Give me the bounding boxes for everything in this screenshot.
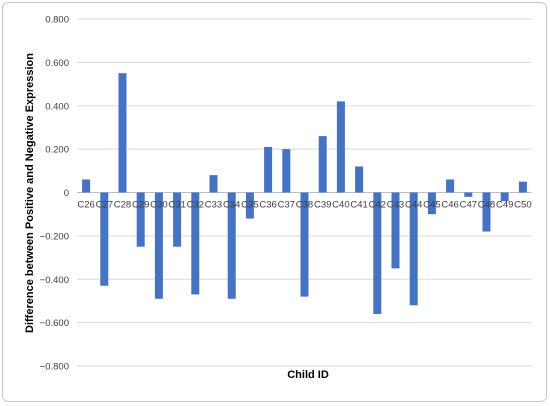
x-tick-label: C46 [441, 200, 458, 211]
y-tick-label: 0.800 [45, 15, 69, 26]
bar-c29 [136, 192, 145, 247]
x-tick-labels: C26 C27 C28 C29 C30 C31 C32 C33 C34 C35 C36 C37 C38 C… [77, 200, 531, 211]
bar-c32 [191, 192, 200, 295]
bar-c42 [373, 192, 382, 314]
bar-c46 [446, 179, 455, 193]
bar-c28 [118, 73, 127, 193]
y-tick-label: 0.200 [45, 145, 69, 156]
bar-c26 [82, 179, 91, 193]
bar-c49 [500, 192, 509, 202]
bar-c38 [300, 192, 309, 297]
y-tick-labels: −0.800 −0.600 −0.400 −0.200 0 0.200 0.400 0.600… [40, 15, 69, 373]
y-tick-label: −0.600 [40, 318, 69, 329]
bar-c48 [482, 192, 491, 232]
x-tick-label: C44 [405, 200, 422, 211]
y-tick-label: 0 [64, 188, 69, 199]
bar-c35 [245, 192, 254, 219]
x-tick-label: C39 [314, 200, 331, 211]
x-tick-label: C36 [259, 200, 276, 211]
x-axis-title: Child ID [287, 369, 329, 381]
y-tick-label: −0.400 [40, 275, 69, 286]
bar-c31 [173, 192, 182, 247]
bar-c37 [282, 149, 291, 193]
x-tick-label: C42 [369, 200, 386, 211]
x-tick-label: C41 [350, 200, 367, 211]
x-tick-label: C31 [168, 200, 185, 211]
bar-c40 [336, 101, 345, 193]
x-tick-label: C29 [132, 200, 149, 211]
x-tick-label: C33 [205, 200, 222, 211]
y-tick-label: −0.200 [40, 231, 69, 242]
x-tick-label: C28 [114, 200, 131, 211]
bar-c43 [391, 192, 400, 269]
bar-c34 [227, 192, 236, 299]
x-tick-label: C32 [187, 200, 204, 211]
x-tick-label: C47 [460, 200, 477, 211]
x-tick-label: C48 [478, 200, 495, 211]
bar-c36 [264, 146, 273, 193]
bar-c47 [464, 192, 473, 197]
y-tick-label: 0.400 [45, 101, 69, 112]
x-tick-label: C38 [296, 200, 313, 211]
y-tick-label: −0.800 [40, 362, 69, 373]
x-tick-label: C35 [241, 200, 258, 211]
bar-c44 [409, 192, 418, 306]
bar-c27 [100, 192, 109, 286]
bar-c50 [518, 181, 527, 193]
bar-c41 [355, 166, 364, 193]
y-axis-title: Difference between Positive and Negative… [24, 53, 36, 333]
x-tick-label: C40 [332, 200, 349, 211]
y-tick-label: 0.600 [45, 58, 69, 69]
x-tick-label: C26 [77, 200, 94, 211]
x-tick-label: C37 [278, 200, 295, 211]
x-tick-label: C43 [387, 200, 404, 211]
x-tick-label: C49 [496, 200, 513, 211]
bar-c39 [318, 136, 327, 193]
x-tick-label: C45 [423, 200, 440, 211]
x-tick-label: C50 [514, 200, 531, 211]
x-tick-label: C27 [96, 200, 113, 211]
bar-c45 [427, 192, 436, 215]
chart-frame [2, 2, 547, 402]
x-tick-label: C34 [223, 200, 240, 211]
x-tick-label: C30 [150, 200, 167, 211]
bar-c33 [209, 175, 218, 193]
gridlines [77, 18, 532, 367]
bar-c30 [154, 192, 163, 299]
bars [82, 73, 527, 314]
